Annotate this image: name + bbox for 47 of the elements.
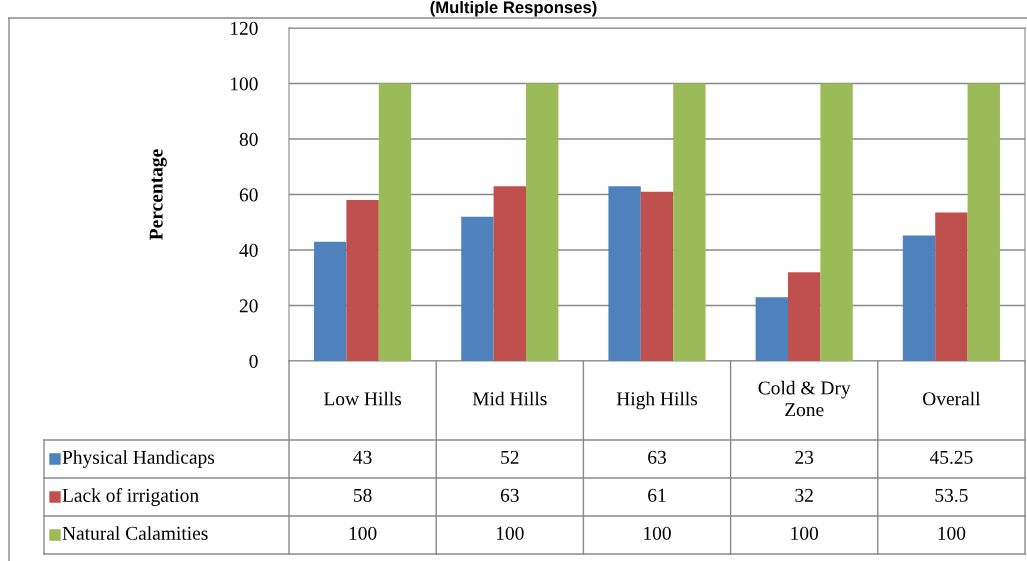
y-axis-title: Percentage — [149, 149, 167, 240]
data-label: 100 — [791, 526, 819, 540]
data-label: 58 — [354, 488, 372, 502]
bar — [461, 216, 494, 361]
data-label: 45.25 — [929, 450, 973, 464]
x-tick-label: High Hills — [616, 391, 698, 410]
y-tick-label: 120 — [230, 21, 258, 35]
data-label: 61 — [648, 488, 666, 502]
legend-label: Lack of irrigation — [62, 488, 199, 506]
bar — [314, 241, 347, 361]
legend-label: Natural Calamities — [62, 526, 208, 540]
y-tick-label: 100 — [230, 77, 258, 91]
y-tick-label: 80 — [239, 132, 258, 146]
bar — [755, 297, 789, 361]
data-label: 32 — [795, 488, 813, 502]
data-label: 53.5 — [935, 488, 968, 502]
bar — [820, 83, 853, 361]
y-tick-label: 60 — [239, 188, 258, 202]
bar — [640, 191, 674, 361]
bar — [608, 186, 641, 361]
bar — [935, 212, 968, 361]
bar — [346, 200, 379, 361]
legend-label: Physical Handicaps — [62, 450, 215, 468]
bar — [902, 235, 936, 361]
x-tick-label: Mid Hills — [472, 391, 547, 406]
x-tick-label: Overall — [923, 391, 981, 406]
data-label: 100 — [644, 526, 671, 540]
bar — [378, 83, 412, 361]
data-label: 52 — [501, 450, 519, 464]
data-label: 100 — [938, 526, 966, 540]
y-tick-label: 40 — [239, 243, 258, 257]
y-tick-label: 20 — [239, 299, 258, 313]
x-tick-label: Cold & Dry Zone — [758, 380, 851, 417]
data-label: 43 — [353, 450, 372, 464]
bar — [788, 272, 821, 361]
bar — [967, 83, 1000, 361]
bar — [493, 186, 526, 361]
bar — [673, 83, 706, 361]
y-tick-label: 0 — [249, 354, 258, 368]
chart-title: (Multiple Responses) — [430, 1, 597, 17]
data-label: 100 — [349, 526, 377, 540]
bar — [525, 83, 559, 361]
x-tick-label: Low Hills — [324, 391, 402, 406]
data-label: 100 — [496, 526, 524, 540]
data-label: 23 — [795, 450, 814, 464]
data-label: 63 — [648, 450, 666, 464]
data-label: 63 — [500, 488, 519, 502]
